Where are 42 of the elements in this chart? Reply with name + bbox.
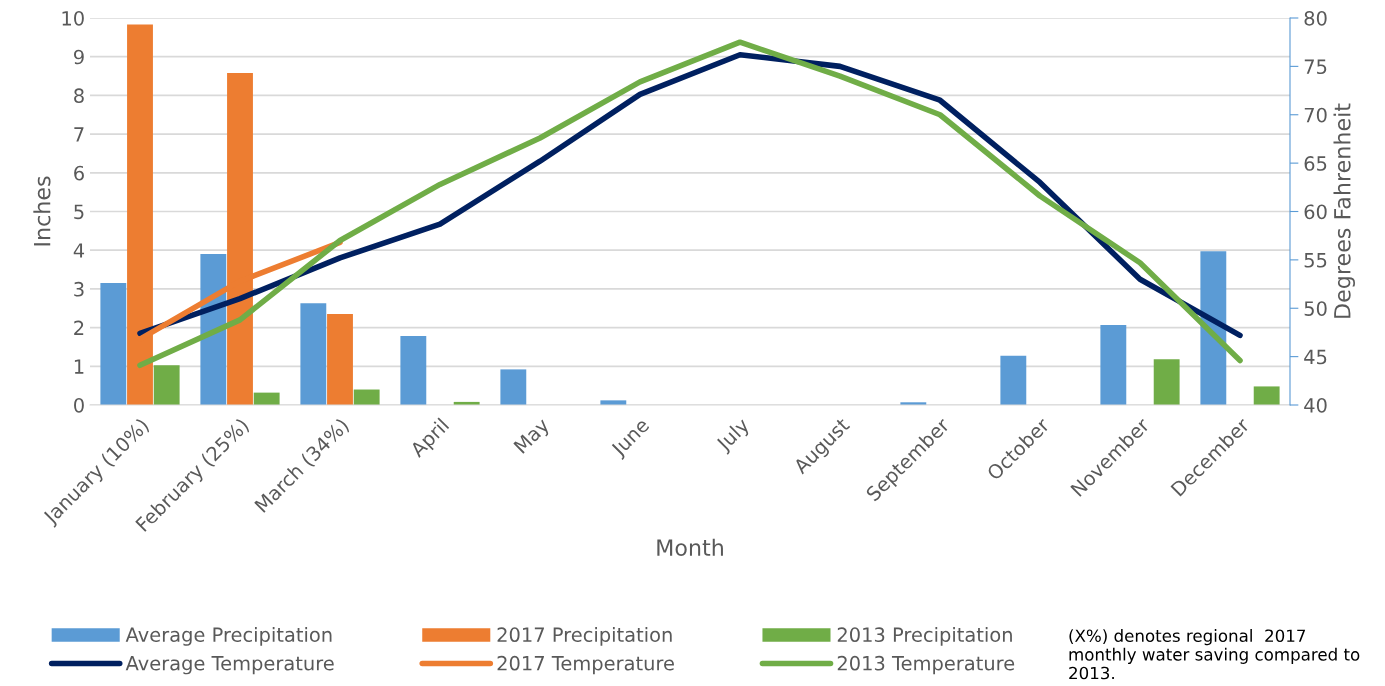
bar bbox=[300, 303, 327, 405]
y-tick-label: 9 bbox=[73, 49, 84, 65]
y-tick-label: 6 bbox=[74, 165, 84, 181]
y2-tick-label: 50 bbox=[1304, 301, 1327, 316]
y2-tick-label: 60 bbox=[1304, 204, 1327, 220]
y-tick-label: 2 bbox=[74, 320, 84, 335]
bar bbox=[153, 365, 180, 405]
bar bbox=[400, 336, 427, 405]
y-tick-label: 0 bbox=[74, 397, 84, 413]
y2-tick-label: 55 bbox=[1304, 253, 1327, 268]
bar bbox=[327, 314, 353, 405]
legend-label: 2013 Precipitation bbox=[837, 626, 1012, 646]
legend-label: 2017 Precipitation bbox=[497, 626, 672, 646]
bar bbox=[1153, 359, 1180, 405]
y-tick-label: 1 bbox=[74, 359, 84, 374]
y2-tick-label: 80 bbox=[1304, 10, 1327, 26]
y2-tick-label: 40 bbox=[1304, 397, 1327, 413]
y-tick-label: 3 bbox=[74, 281, 84, 297]
y-tick-label: 5 bbox=[74, 204, 84, 220]
y-tick-label: 7 bbox=[74, 127, 84, 142]
y2-tick-label: 65 bbox=[1304, 156, 1327, 171]
legend-label: 2017 Temperature bbox=[497, 655, 674, 675]
bar bbox=[1100, 324, 1127, 405]
bar bbox=[500, 369, 527, 405]
y2-tick-label: 70 bbox=[1304, 107, 1327, 123]
y2-tick-label: 75 bbox=[1304, 59, 1327, 75]
y2-tick-label: 45 bbox=[1304, 349, 1327, 365]
y-tick-label: 10 bbox=[62, 10, 84, 26]
legend-label: Average Temperature bbox=[125, 656, 334, 675]
bar bbox=[1200, 251, 1227, 405]
bar bbox=[1000, 355, 1027, 405]
bar bbox=[1253, 386, 1280, 405]
y-axis-title: Inches bbox=[33, 176, 51, 246]
legend-label: 2013 Temperature bbox=[837, 655, 1015, 675]
y-tick-label: 8 bbox=[74, 88, 84, 104]
text: (X%) denotes regional 2017 monthly water saving compared to 2013. bbox=[1069, 629, 1360, 680]
y2-axis-title: Degrees Fahrenheit bbox=[1333, 103, 1355, 318]
x-axis-title: Month bbox=[657, 538, 723, 556]
bar bbox=[100, 283, 127, 405]
y-tick-label: 4 bbox=[73, 243, 85, 258]
legend-label: Average Precipitation bbox=[125, 626, 332, 646]
bar bbox=[353, 389, 380, 405]
